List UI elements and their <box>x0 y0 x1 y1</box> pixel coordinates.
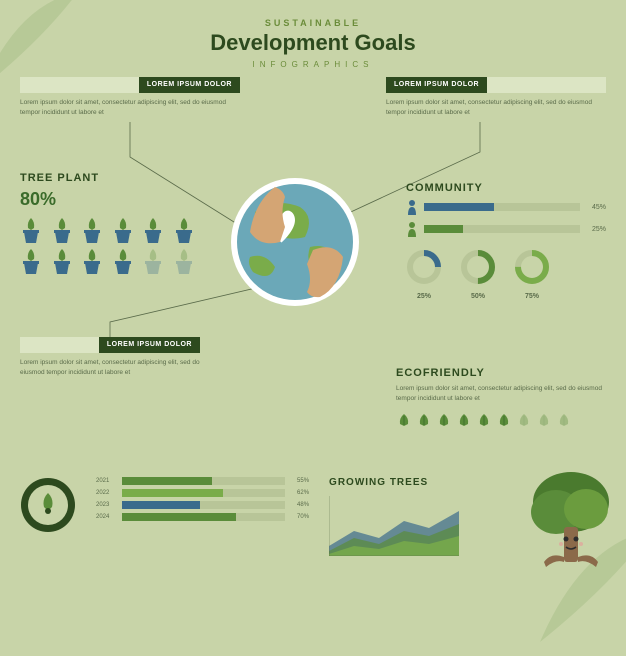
callout-1: LOREM IPSUM DOLOR Lorem ipsum dolor sit … <box>20 77 240 118</box>
plant-pot-icon <box>142 247 164 275</box>
callout-3-label: LOREM IPSUM DOLOR <box>99 337 200 353</box>
plant-pot-icon <box>173 247 195 275</box>
treeplant-section: TREE PLANT 80% <box>20 172 200 275</box>
globe-illustration <box>225 172 365 312</box>
leaf-icon <box>456 412 472 428</box>
plant-pot-icon <box>81 216 103 244</box>
year-bar-row: 2024 70% <box>96 513 309 521</box>
globe-badge-icon <box>20 477 76 533</box>
treeplant-pct: 80% <box>20 189 200 210</box>
callout-2-body: Lorem ipsum dolor sit amet, consectetur … <box>386 98 606 118</box>
year-pct: 62% <box>291 490 309 496</box>
donut-chart <box>460 249 496 285</box>
community-section: COMMUNITY 45% 25% 25% 50% 75% <box>406 182 606 300</box>
callout-1-body: Lorem ipsum dolor sit amet, consectetur … <box>20 98 240 118</box>
year-bar-row: 2023 48% <box>96 501 309 509</box>
eco-section: ECOFRIENDLY Lorem ipsum dolor sit amet, … <box>396 367 606 428</box>
leaf-icon <box>416 412 432 428</box>
year-label: 2024 <box>96 514 116 520</box>
area-chart <box>329 496 459 556</box>
treeplant-title: TREE PLANT <box>20 172 200 184</box>
year-label: 2021 <box>96 478 116 484</box>
tree-illustration <box>516 467 616 577</box>
leaf-icon <box>556 412 572 428</box>
plant-pot-icon <box>20 247 42 275</box>
plant-pot-icon <box>173 216 195 244</box>
callout-2: LOREM IPSUM DOLOR Lorem ipsum dolor sit … <box>386 77 606 118</box>
community-title: COMMUNITY <box>406 182 606 194</box>
plant-pot-icon <box>112 216 134 244</box>
callout-3-body: Lorem ipsum dolor sit amet, consectetur … <box>20 358 200 378</box>
eco-body: Lorem ipsum dolor sit amet, consectetur … <box>396 384 606 404</box>
donut-item: 75% <box>514 249 550 300</box>
eco-title: ECOFRIENDLY <box>396 367 606 379</box>
header-title: Development Goals <box>0 30 626 56</box>
year-bar-row: 2022 62% <box>96 489 309 497</box>
year-bar-row: 2021 55% <box>96 477 309 485</box>
year-label: 2022 <box>96 490 116 496</box>
donut-item: 25% <box>406 249 442 300</box>
donut-pct: 50% <box>460 293 496 300</box>
person-icon <box>406 199 418 215</box>
plant-pot-icon <box>112 247 134 275</box>
header: SUSTAINABLE Development Goals INFOGRAPHI… <box>0 0 626 77</box>
year-bars: 2021 55% 2022 62% 2023 48% 2024 70% <box>96 477 309 561</box>
leaf-icon <box>396 412 412 428</box>
donut-item: 50% <box>460 249 496 300</box>
person-icon <box>406 221 418 237</box>
community-bar-pct: 25% <box>586 226 606 233</box>
plant-pot-icon <box>81 247 103 275</box>
callout-2-label: LOREM IPSUM DOLOR <box>386 77 487 93</box>
callout-1-label: LOREM IPSUM DOLOR <box>139 77 240 93</box>
leaf-icon <box>476 412 492 428</box>
year-label: 2023 <box>96 502 116 508</box>
plant-pot-icon <box>20 216 42 244</box>
plant-pot-icon <box>51 247 73 275</box>
plant-pot-icon <box>51 216 73 244</box>
community-bar-row: 25% <box>406 221 606 237</box>
donut-pct: 75% <box>514 293 550 300</box>
donut-chart <box>514 249 550 285</box>
leaf-icon <box>516 412 532 428</box>
header-sub1: SUSTAINABLE <box>0 18 626 28</box>
donut-chart <box>406 249 442 285</box>
header-sub2: INFOGRAPHICS <box>0 60 626 69</box>
year-pct: 70% <box>291 514 309 520</box>
callout-3: LOREM IPSUM DOLOR Lorem ipsum dolor sit … <box>20 337 200 378</box>
year-pct: 55% <box>291 478 309 484</box>
community-bar-row: 45% <box>406 199 606 215</box>
leaf-icon <box>436 412 452 428</box>
leaf-icon <box>496 412 512 428</box>
year-pct: 48% <box>291 502 309 508</box>
leaf-icon <box>536 412 552 428</box>
donut-pct: 25% <box>406 293 442 300</box>
plant-pot-icon <box>142 216 164 244</box>
community-bar-pct: 45% <box>586 204 606 211</box>
